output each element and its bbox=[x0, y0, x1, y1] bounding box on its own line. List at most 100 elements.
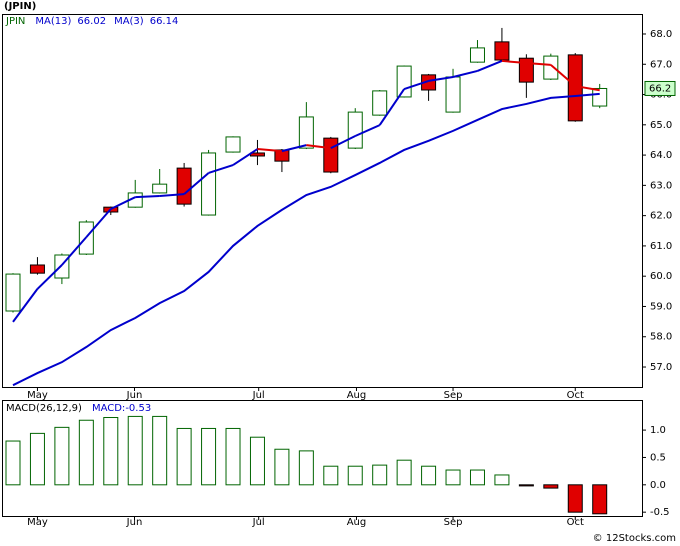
macd-bar bbox=[225, 427, 241, 486]
ma3-segment bbox=[550, 64, 576, 87]
price-panel bbox=[2, 14, 643, 388]
x-tick-label: Sep bbox=[444, 390, 463, 401]
macd-bar bbox=[5, 440, 21, 486]
ma3-value: 66.14 bbox=[150, 16, 179, 27]
ma3-segment bbox=[403, 79, 429, 91]
ma13-name: MA(13) bbox=[35, 16, 71, 27]
macd-bar bbox=[152, 415, 168, 486]
candle-body bbox=[445, 76, 461, 113]
macd-value: -0.53 bbox=[125, 403, 151, 414]
ma3-segment bbox=[208, 164, 234, 174]
ma13-value: 66.02 bbox=[77, 16, 106, 27]
macd-bar bbox=[274, 448, 290, 486]
y-tick-label: 64.0 bbox=[650, 150, 672, 161]
y-tick-label: 61.0 bbox=[650, 241, 672, 252]
ma3-segment bbox=[281, 144, 307, 153]
y-tick-label: 67.0 bbox=[650, 59, 672, 70]
macd-bar bbox=[29, 432, 45, 486]
candle-body bbox=[347, 111, 363, 149]
ma13-line bbox=[12, 92, 600, 387]
ma3-segment bbox=[501, 59, 527, 65]
ma3-segment bbox=[85, 208, 112, 238]
candle-body bbox=[274, 149, 290, 162]
y-tick-label: 59.0 bbox=[650, 301, 672, 312]
ma3-segment bbox=[36, 264, 63, 290]
macd-bar bbox=[592, 484, 608, 515]
ma3-segment bbox=[183, 172, 210, 195]
candle-body bbox=[543, 55, 559, 80]
candle-body bbox=[29, 264, 45, 274]
macd-bar bbox=[54, 426, 70, 486]
macd-bar bbox=[127, 415, 143, 486]
x-tick-label: Oct bbox=[567, 390, 584, 401]
macd-bar bbox=[176, 427, 192, 486]
candle-body bbox=[469, 47, 485, 63]
macd-bar bbox=[469, 469, 485, 486]
macd-name: MACD(26,12,9) bbox=[6, 403, 82, 414]
last-price-label: 66.2 bbox=[649, 83, 671, 94]
macd-x-tick-label: Jun bbox=[126, 517, 143, 528]
macd-x-tick-label: May bbox=[27, 517, 48, 528]
macd-bar bbox=[396, 459, 412, 486]
macd-bar bbox=[298, 450, 314, 486]
candle-body bbox=[225, 136, 241, 153]
ma3-segment bbox=[232, 148, 259, 166]
macd-bar bbox=[543, 484, 559, 489]
chart-title: (JPIN) bbox=[4, 1, 36, 12]
macd-bar bbox=[421, 465, 437, 486]
y-tick-label: 58.0 bbox=[650, 332, 672, 343]
y-tick-label: 62.0 bbox=[650, 211, 672, 222]
x-tick-label: May bbox=[27, 390, 48, 401]
macd-bar bbox=[494, 474, 510, 486]
candle-body bbox=[298, 116, 314, 149]
macd-y-tick-label: -0.5 bbox=[650, 507, 670, 518]
ticker: JPIN bbox=[5, 16, 25, 27]
ma3-segment bbox=[428, 75, 454, 82]
macd-y-tick-label: 0.0 bbox=[650, 480, 666, 491]
last-price-box bbox=[644, 80, 676, 96]
macd-bar bbox=[372, 464, 388, 486]
ma3-segment bbox=[378, 88, 405, 126]
x-tick-label: Jun bbox=[126, 390, 143, 401]
macd-x-tick-label: Oct bbox=[567, 517, 584, 528]
y-tick-label: 63.0 bbox=[650, 180, 672, 191]
macd-panel bbox=[2, 400, 643, 517]
macd-x-tick-label: Sep bbox=[444, 517, 463, 528]
macd-bar bbox=[347, 465, 363, 486]
macd-bar bbox=[201, 427, 217, 486]
ma3-segment bbox=[477, 60, 503, 72]
macd-y-tick-label: 1.0 bbox=[650, 425, 666, 436]
macd-bar bbox=[445, 469, 461, 486]
macd-bar bbox=[323, 465, 339, 486]
candle-body bbox=[372, 90, 388, 116]
ma3-segment bbox=[575, 85, 600, 92]
macd-bar bbox=[518, 484, 534, 487]
ma3-segment bbox=[257, 148, 282, 153]
ma3-segment bbox=[306, 144, 331, 150]
candle-body bbox=[152, 183, 168, 194]
x-tick-label: Aug bbox=[347, 390, 367, 401]
macd-y-tick-label: 0.5 bbox=[650, 452, 666, 463]
candle-body bbox=[494, 41, 510, 61]
x-tick-label: Jul bbox=[252, 390, 265, 401]
ma3-segment bbox=[354, 124, 381, 137]
y-tick-label: 57.0 bbox=[650, 362, 672, 373]
ma3-segment bbox=[135, 194, 160, 199]
macd-bar bbox=[249, 436, 265, 486]
macd-bar bbox=[567, 484, 583, 513]
ma3-name: MA(3) bbox=[114, 16, 144, 27]
ma3-segment bbox=[110, 196, 136, 210]
macd-x-tick-label: Jul bbox=[252, 517, 265, 528]
y-tick-label: 60.0 bbox=[650, 271, 672, 282]
macd-label: MACD: bbox=[92, 403, 125, 414]
ma3-segment bbox=[452, 69, 478, 78]
macd-bar bbox=[103, 417, 119, 486]
ma3-segment bbox=[159, 193, 185, 197]
candle-body bbox=[5, 273, 21, 312]
macd-x-tick-label: Aug bbox=[347, 517, 367, 528]
ma3-segment bbox=[330, 135, 356, 150]
candle-body bbox=[201, 152, 217, 216]
candle-body bbox=[323, 137, 339, 173]
candle-body bbox=[176, 167, 192, 205]
